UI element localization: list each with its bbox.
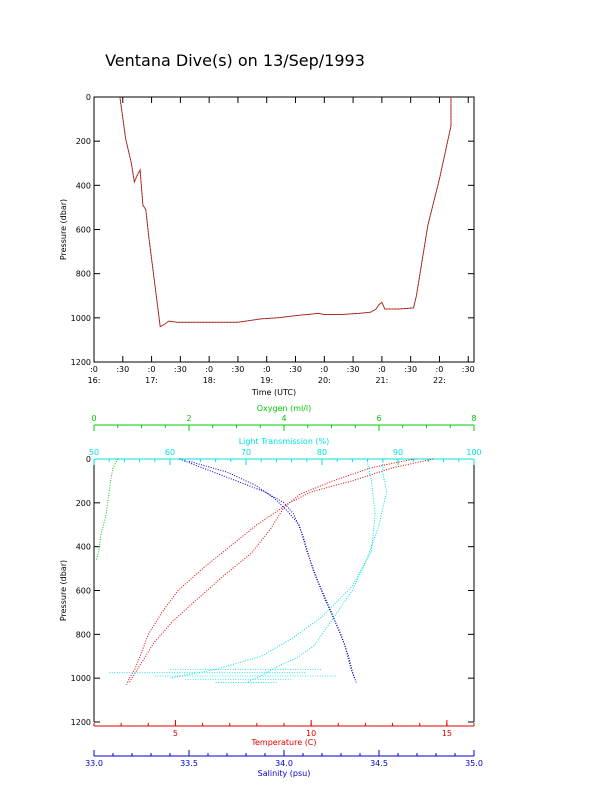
oxygen-tick-label: 4 bbox=[281, 414, 286, 423]
light-tick-label: 70 bbox=[241, 448, 251, 457]
light-tick-label: 50 bbox=[89, 448, 99, 457]
y-tick-label: 600 bbox=[76, 587, 91, 596]
y-axis-label: Pressure (dbar) bbox=[59, 560, 68, 621]
dive-depth-chart: 020040060080010001200:016::30:017::30:01… bbox=[59, 93, 475, 397]
light-profile-line bbox=[169, 463, 376, 679]
x-tick-label: :30 bbox=[462, 365, 475, 374]
x-tick-label: :0 bbox=[263, 365, 271, 374]
light-tick-label: 100 bbox=[466, 448, 481, 457]
x-tick-label: 17: bbox=[145, 376, 158, 385]
oxygen-tick-label: 0 bbox=[91, 414, 96, 423]
temperature-profile-line bbox=[128, 458, 415, 683]
y-tick-label: 1000 bbox=[71, 314, 91, 323]
salinity-profile-line bbox=[179, 458, 357, 683]
x-tick-label: 18: bbox=[203, 376, 216, 385]
y-tick-label: 800 bbox=[76, 630, 91, 639]
x-tick-label: 16: bbox=[88, 376, 101, 385]
oxygen-axis-label: Oxygen (ml/l) bbox=[257, 404, 312, 413]
temperature-profile-line bbox=[126, 458, 434, 685]
x-tick-label: :0 bbox=[148, 365, 156, 374]
light-tick-label: 60 bbox=[165, 448, 175, 457]
salinity-tick-label: 34.5 bbox=[370, 759, 388, 768]
x-tick-label: :0 bbox=[90, 365, 98, 374]
x-tick-label: 21: bbox=[375, 376, 388, 385]
temperature-tick-label: 10 bbox=[306, 729, 316, 738]
x-tick-label: :30 bbox=[116, 365, 129, 374]
light-tick-label: 90 bbox=[393, 448, 403, 457]
temperature-tick-label: 15 bbox=[442, 729, 452, 738]
y-tick-label: 1200 bbox=[71, 358, 91, 367]
ctd-profile-chart: 0 200 400 600 800 1000 1200 Pressure (dbar) 0 2 4 6… bbox=[59, 404, 483, 778]
salinity-profile-line bbox=[188, 460, 355, 679]
light-axis-label: Light Transmission (%) bbox=[239, 437, 330, 446]
x-tick-label: :30 bbox=[232, 365, 245, 374]
dive-track-line bbox=[119, 96, 452, 328]
salinity-tick-label: 33.5 bbox=[180, 759, 198, 768]
dive-track-points bbox=[119, 96, 452, 328]
y-tick-label: 0 bbox=[86, 93, 91, 102]
x-tick-label: 22: bbox=[433, 376, 446, 385]
salinity-tick-label: 34.0 bbox=[275, 759, 293, 768]
oxygen-profile-line bbox=[95, 458, 119, 560]
x-tick-label: :0 bbox=[320, 365, 328, 374]
x-tick-label: :30 bbox=[404, 365, 417, 374]
plot-frame bbox=[93, 96, 475, 363]
y-tick-label: 400 bbox=[76, 181, 91, 190]
page-title: Ventana Dive(s) on 13/Sep/1993 bbox=[105, 51, 365, 70]
x-tick-label: :0 bbox=[205, 365, 213, 374]
y-tick-label: 600 bbox=[76, 226, 91, 235]
y-tick-label: 1200 bbox=[71, 718, 91, 727]
salinity-tick-label: 33.0 bbox=[85, 759, 103, 768]
y-tick-label: 200 bbox=[76, 137, 91, 146]
light-profile-line bbox=[245, 459, 388, 683]
x-tick-label: 19: bbox=[260, 376, 273, 385]
temperature-axis-label: Temperature (C) bbox=[250, 738, 316, 747]
light-tick-label: 80 bbox=[317, 448, 327, 457]
salinity-axis-label: Salinity (psu) bbox=[258, 769, 311, 778]
y-tick-label: 0 bbox=[86, 455, 91, 464]
x-tick-label: :0 bbox=[378, 365, 386, 374]
x-tick-label: :30 bbox=[347, 365, 360, 374]
y-tick-label: 200 bbox=[76, 499, 91, 508]
y-tick-label: 800 bbox=[76, 270, 91, 279]
x-axis-label: Time (UTC) bbox=[251, 388, 296, 397]
oxygen-tick-label: 6 bbox=[376, 414, 381, 423]
temperature-tick-label: 5 bbox=[173, 729, 178, 738]
x-tick-label: 20: bbox=[318, 376, 331, 385]
oxygen-tick-label: 2 bbox=[186, 414, 191, 423]
y-axis-label: Pressure (dbar) bbox=[59, 199, 68, 260]
x-tick-label: :30 bbox=[174, 365, 187, 374]
salinity-tick-label: 35.0 bbox=[465, 759, 483, 768]
x-tick-label: :0 bbox=[436, 365, 444, 374]
y-tick-label: 400 bbox=[76, 543, 91, 552]
oxygen-tick-label: 8 bbox=[471, 414, 476, 423]
y-tick-label: 1000 bbox=[71, 674, 91, 683]
x-tick-label: :30 bbox=[289, 365, 302, 374]
